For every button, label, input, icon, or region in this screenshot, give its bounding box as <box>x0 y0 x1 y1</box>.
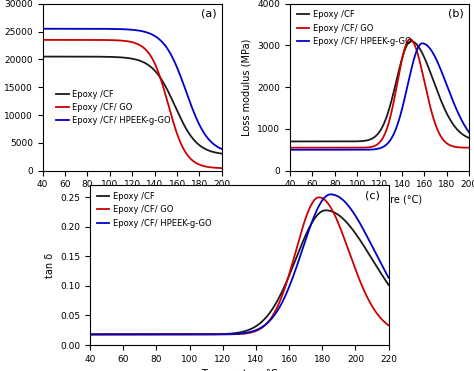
Line: Epoxy /CF/ GO: Epoxy /CF/ GO <box>90 197 389 334</box>
Epoxy /CF <box>287 139 293 144</box>
Epoxy /CF <box>121 55 127 60</box>
Epoxy /CF <box>164 332 170 336</box>
Epoxy /CF <box>146 63 151 67</box>
Y-axis label: Loss modulus (MPa): Loss modulus (MPa) <box>242 39 252 136</box>
Epoxy /CF <box>287 273 292 277</box>
Epoxy /CF/ GO <box>316 195 322 200</box>
Epoxy /CF/ HPEEK-g-GO <box>164 332 170 336</box>
Epoxy /CF/ GO <box>121 39 127 43</box>
Epoxy /CF <box>386 283 392 287</box>
Epoxy /CF <box>40 55 46 59</box>
Line: Epoxy /CF/ HPEEK-g-GO: Epoxy /CF/ HPEEK-g-GO <box>43 29 222 149</box>
Epoxy /CF/ HPEEK-g-GO <box>386 276 392 280</box>
Epoxy /CF/ GO <box>87 332 93 336</box>
Epoxy /CF <box>160 79 165 83</box>
Epoxy /CF/ GO <box>263 322 269 326</box>
Epoxy /CF <box>312 216 318 220</box>
Y-axis label: tan δ: tan δ <box>45 253 55 278</box>
Line: Epoxy /CF/ GO: Epoxy /CF/ GO <box>43 40 222 168</box>
Epoxy /CF/ GO <box>222 332 228 336</box>
Epoxy /CF/ GO <box>175 133 181 138</box>
Epoxy /CF <box>422 58 428 62</box>
Epoxy /CF <box>219 151 225 156</box>
Epoxy /CF/ GO <box>393 90 399 94</box>
Text: (a): (a) <box>201 9 217 19</box>
Epoxy /CF <box>72 55 77 59</box>
Legend: Epoxy /CF, Epoxy /CF/ GO, Epoxy /CF/ HPEEK-g-GO: Epoxy /CF, Epoxy /CF/ GO, Epoxy /CF/ HPE… <box>94 190 214 230</box>
Epoxy /CF/ GO <box>72 38 77 42</box>
Epoxy /CF/ HPEEK-g-GO <box>422 42 428 46</box>
Epoxy /CF/ HPEEK-g-GO <box>160 40 165 45</box>
Epoxy /CF <box>323 208 328 213</box>
Line: Epoxy /CF: Epoxy /CF <box>43 57 222 154</box>
Text: (c): (c) <box>365 190 380 200</box>
Epoxy /CF/ GO <box>40 38 46 42</box>
Epoxy /CF/ HPEEK-g-GO <box>419 41 425 46</box>
Epoxy /CF/ GO <box>319 145 325 150</box>
Epoxy /CF <box>407 39 412 44</box>
Epoxy /CF/ GO <box>146 50 151 55</box>
Epoxy /CF/ GO <box>368 145 374 149</box>
Epoxy /CF/ HPEEK-g-GO <box>287 284 292 288</box>
Epoxy /CF/ GO <box>86 38 91 42</box>
Epoxy /CF/ HPEEK-g-GO <box>219 147 225 151</box>
Epoxy /CF <box>222 332 228 336</box>
Legend: Epoxy /CF, Epoxy /CF/ GO, Epoxy /CF/ HPEEK-g-GO: Epoxy /CF, Epoxy /CF/ GO, Epoxy /CF/ HPE… <box>54 87 173 127</box>
Epoxy /CF <box>466 136 472 140</box>
Epoxy /CF/ HPEEK-g-GO <box>222 332 228 336</box>
Epoxy /CF/ HPEEK-g-GO <box>328 192 334 197</box>
Epoxy /CF/ HPEEK-g-GO <box>333 148 339 152</box>
Line: Epoxy /CF/ GO: Epoxy /CF/ GO <box>290 39 469 148</box>
Epoxy /CF <box>175 110 181 114</box>
Epoxy /CF/ HPEEK-g-GO <box>175 67 181 71</box>
Epoxy /CF/ HPEEK-g-GO <box>393 127 399 132</box>
Epoxy /CF <box>140 332 146 336</box>
Epoxy /CF/ HPEEK-g-GO <box>312 212 318 217</box>
Legend: Epoxy /CF, Epoxy /CF/ GO, Epoxy /CF/ HPEEK-g-GO: Epoxy /CF, Epoxy /CF/ GO, Epoxy /CF/ HPE… <box>294 8 414 48</box>
X-axis label: Temperature °C: Temperature °C <box>201 369 278 371</box>
Epoxy /CF/ HPEEK-g-GO <box>407 74 412 78</box>
Epoxy /CF <box>319 139 325 144</box>
X-axis label: Temperature (°C): Temperature (°C) <box>90 195 174 205</box>
Epoxy /CF <box>408 39 414 43</box>
Line: Epoxy /CF: Epoxy /CF <box>290 41 469 141</box>
Epoxy /CF/ HPEEK-g-GO <box>86 27 91 31</box>
Epoxy /CF/ HPEEK-g-GO <box>121 27 127 32</box>
Epoxy /CF/ GO <box>407 37 413 42</box>
Epoxy /CF/ GO <box>160 82 165 86</box>
Line: Epoxy /CF/ HPEEK-g-GO: Epoxy /CF/ HPEEK-g-GO <box>290 43 469 150</box>
Epoxy /CF/ GO <box>219 166 225 170</box>
Epoxy /CF <box>263 315 269 320</box>
Epoxy /CF/ GO <box>287 271 292 276</box>
Epoxy /CF/ GO <box>312 197 318 202</box>
Epoxy /CF/ HPEEK-g-GO <box>466 130 472 135</box>
Epoxy /CF/ GO <box>164 332 170 336</box>
Epoxy /CF/ HPEEK-g-GO <box>146 31 151 35</box>
Epoxy /CF/ HPEEK-g-GO <box>263 322 269 326</box>
Line: Epoxy /CF: Epoxy /CF <box>90 210 389 334</box>
Epoxy /CF/ GO <box>386 323 392 328</box>
Epoxy /CF/ HPEEK-g-GO <box>40 27 46 31</box>
Epoxy /CF <box>393 82 399 86</box>
Epoxy /CF <box>86 55 91 59</box>
Epoxy /CF/ GO <box>140 332 146 336</box>
Epoxy /CF/ HPEEK-g-GO <box>319 148 325 152</box>
Epoxy /CF/ GO <box>407 37 412 42</box>
Epoxy /CF/ GO <box>333 145 339 150</box>
Epoxy /CF/ HPEEK-g-GO <box>87 332 93 336</box>
Epoxy /CF <box>333 139 339 144</box>
Epoxy /CF/ HPEEK-g-GO <box>140 332 146 336</box>
Epoxy /CF/ HPEEK-g-GO <box>72 27 77 31</box>
Epoxy /CF/ GO <box>422 83 428 88</box>
Epoxy /CF/ GO <box>287 145 293 150</box>
Epoxy /CF/ GO <box>466 145 472 150</box>
Text: (b): (b) <box>448 9 464 19</box>
X-axis label: Temperature (°C): Temperature (°C) <box>337 195 422 205</box>
Epoxy /CF/ HPEEK-g-GO <box>368 147 374 152</box>
Line: Epoxy /CF/ HPEEK-g-GO: Epoxy /CF/ HPEEK-g-GO <box>90 194 389 334</box>
Epoxy /CF <box>368 137 374 141</box>
Epoxy /CF <box>87 332 93 336</box>
Epoxy /CF/ HPEEK-g-GO <box>287 148 293 152</box>
